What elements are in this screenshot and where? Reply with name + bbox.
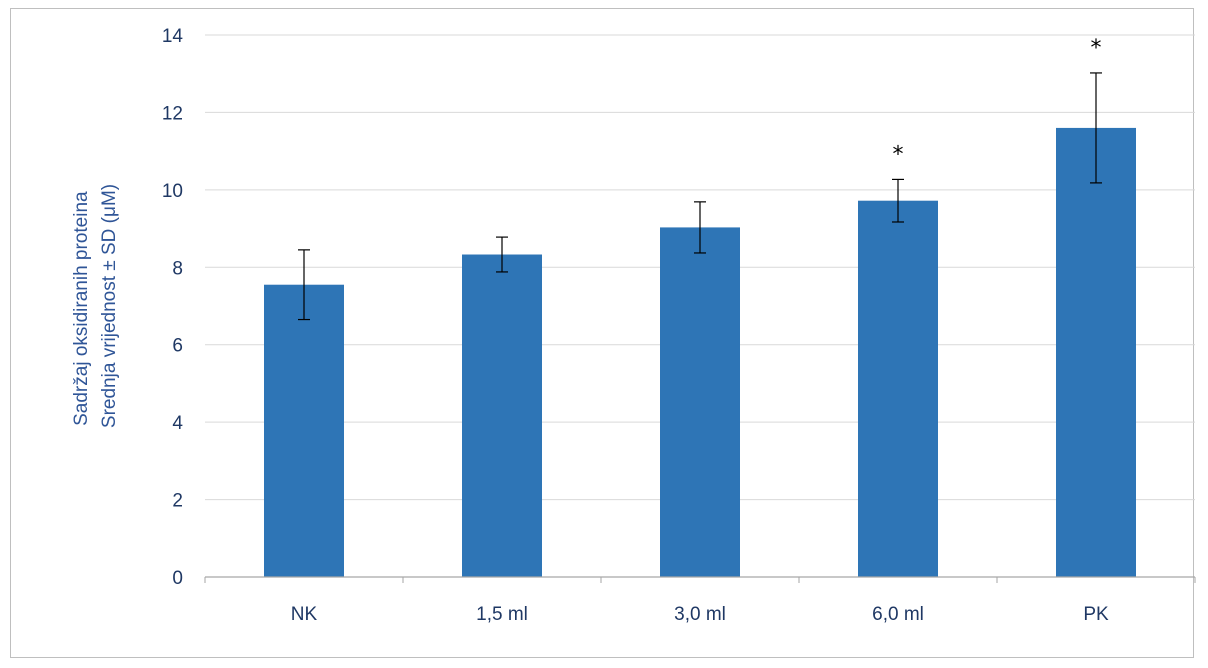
y-axis-ticks: 0 2 4 6 8 10 12 14 [162,26,184,589]
y-tick-label: 14 [162,26,184,47]
bar [462,254,542,577]
x-tick-label: 6,0 ml [872,604,924,625]
y-tick-label: 12 [162,103,183,124]
significance-asterisk: * [893,142,904,167]
y-tick-label: 0 [172,568,183,589]
x-axis [204,576,1196,583]
y-tick-label: 6 [172,336,183,357]
x-tick-label: PK [1083,604,1109,625]
bar [1056,127,1136,578]
bar [858,200,938,577]
y-axis-label: Sadržaj oksidiranih proteina Srednja vri… [71,184,120,428]
significance-asterisk: * [1091,36,1102,61]
bar [660,227,740,577]
gridlines [205,34,1195,501]
y-tick-label: 2 [172,491,183,512]
y-axis-label-line-2: Srednja vrijednost ± SD (μM) [99,184,120,428]
significance-markers: ** [893,36,1102,167]
chart-frame [10,8,1194,658]
bars [264,127,1136,578]
y-tick-label: 4 [172,413,183,434]
x-tick-label: NK [291,604,318,625]
y-tick-label: 8 [172,258,183,279]
x-tick-label: 1,5 ml [476,604,528,625]
error-bars [298,72,1102,321]
x-axis-labels: NK 1,5 ml 3,0 ml 6,0 ml PK [291,604,1109,625]
y-tick-label: 10 [162,181,183,202]
bar [264,284,344,577]
y-axis-label-line-1: Sadržaj oksidiranih proteina [71,191,92,426]
x-tick-label: 3,0 ml [674,604,726,625]
